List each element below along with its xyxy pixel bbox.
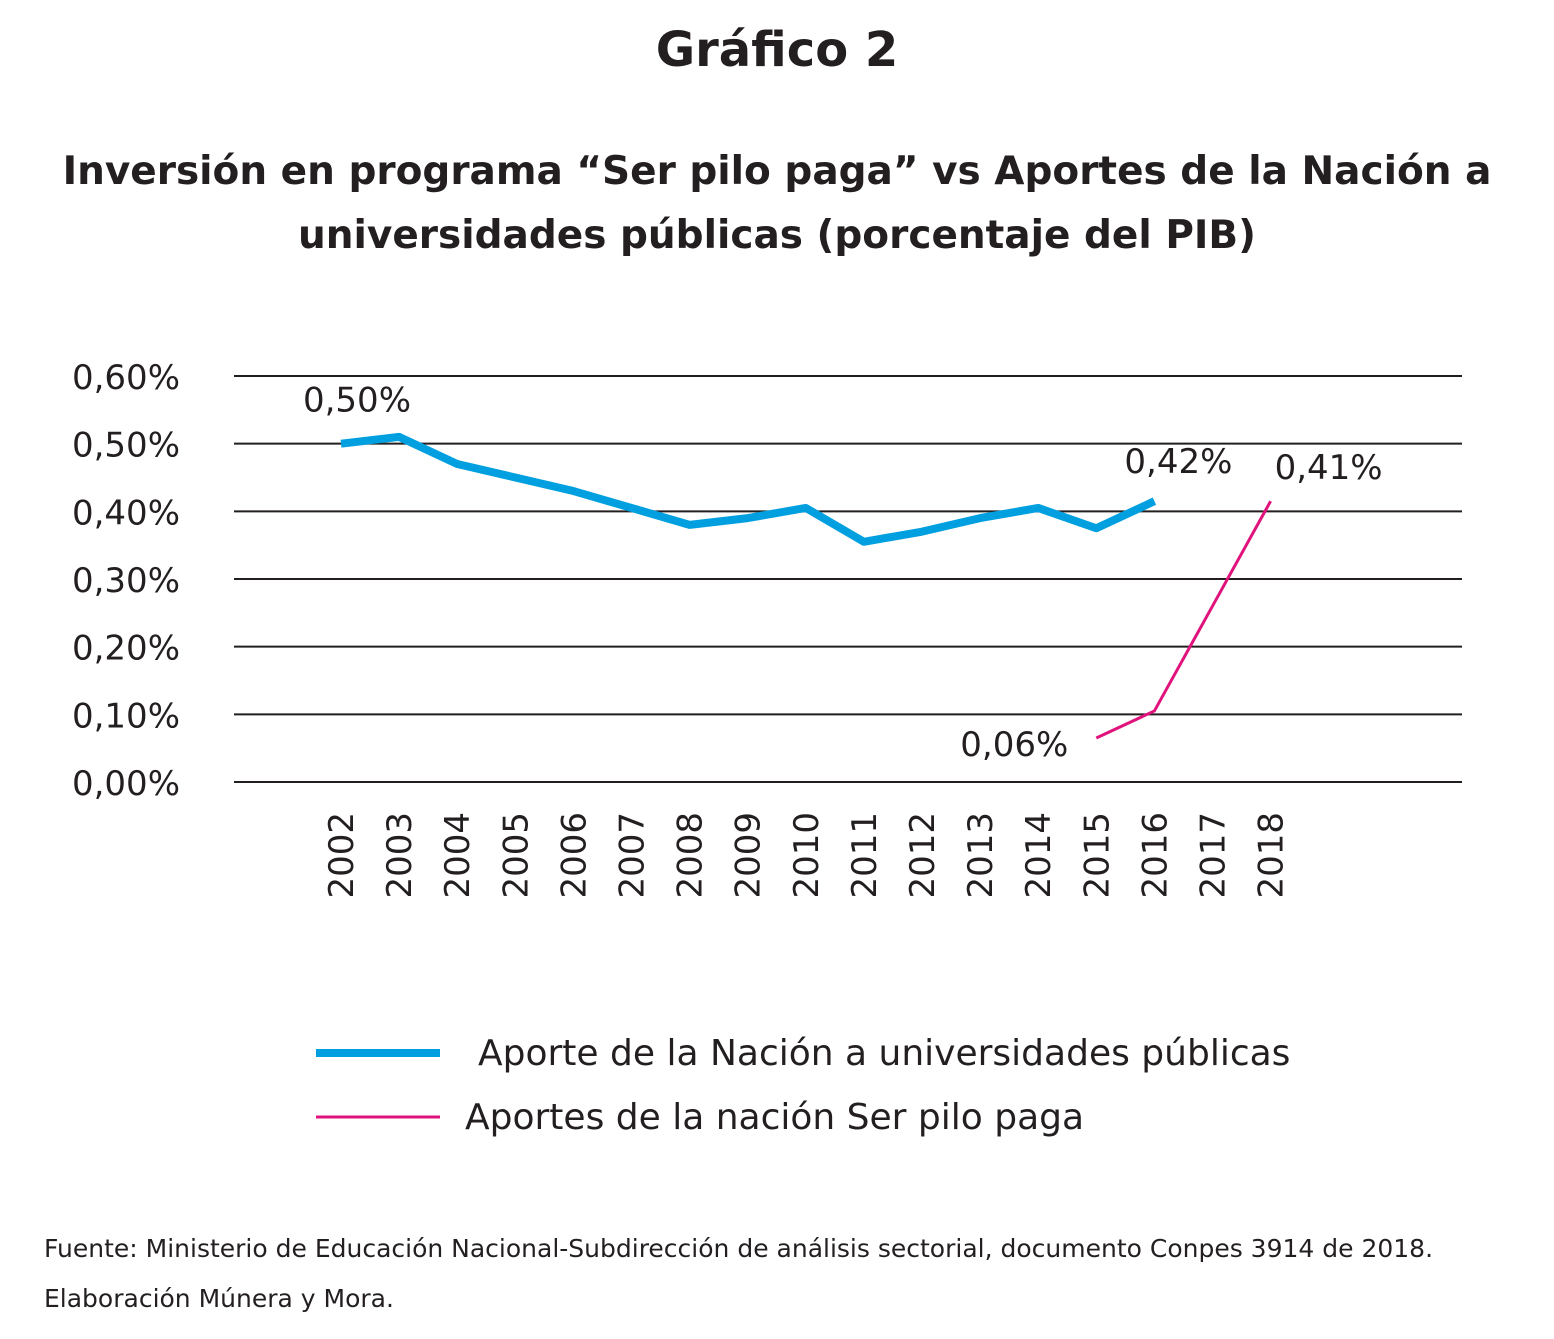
y-tick-label: 0,00%	[72, 764, 180, 804]
chart-title: Inversión en programa “Ser pilo paga” vs…	[0, 140, 1554, 268]
data-label: 0,50%	[303, 381, 411, 421]
x-tick-label: 2009	[729, 812, 769, 899]
series-line	[1095, 500, 1272, 740]
x-tick-label: 2014	[1019, 812, 1059, 899]
data-label: 0,41%	[1275, 448, 1383, 488]
x-tick-label: 2011	[845, 812, 885, 899]
data-label: 0,42%	[1124, 442, 1232, 482]
x-tick-label: 2003	[380, 812, 420, 899]
x-tick-label: 2017	[1194, 812, 1234, 899]
legend-label: Aporte de la Nación a universidades públ…	[478, 1033, 1290, 1074]
x-tick-label: 2013	[961, 812, 1001, 899]
y-tick-label: 0,40%	[72, 493, 180, 533]
series-lines	[340, 432, 1272, 740]
y-tick-label: 0,30%	[72, 561, 180, 601]
legend-label: Aportes de la nación Ser pilo paga	[465, 1097, 1084, 1138]
x-tick-label: 2012	[903, 812, 943, 899]
line-chart: 0,00% 0,10% 0,20% 0,30% 0,40% 0,50% 0,60% 2002…	[72, 358, 1462, 1138]
legend: Aporte de la Nación a universidades públ…	[316, 1033, 1290, 1138]
chart-title-line-2: universidades públicas (porcentaje del P…	[298, 213, 1256, 258]
x-tick-label: 2007	[613, 812, 653, 899]
y-axis-ticks: 0,00% 0,10% 0,20% 0,30% 0,40% 0,50% 0,60%	[72, 358, 180, 804]
x-tick-label: 2010	[787, 812, 827, 899]
y-tick-label: 0,60%	[72, 358, 180, 398]
x-tick-label: 2004	[438, 812, 478, 899]
data-label: 0,06%	[960, 725, 1068, 765]
x-tick-label: 2006	[554, 812, 594, 899]
chart-title-line-1: Inversión en programa “Ser pilo paga” vs…	[62, 149, 1492, 194]
x-tick-label: 2015	[1077, 812, 1117, 899]
x-tick-label: 2018	[1252, 812, 1292, 899]
x-tick-label: 2002	[322, 812, 362, 899]
series-line	[340, 432, 1157, 546]
source-note: Fuente: Ministerio de Educación Nacional…	[44, 1234, 1434, 1263]
figure-label: Gráfico 2	[655, 22, 899, 78]
x-tick-label: 2016	[1135, 812, 1175, 899]
y-tick-label: 0,10%	[72, 696, 180, 736]
x-tick-label: 2005	[496, 812, 536, 899]
author-note: Elaboración Múnera y Mora.	[44, 1284, 394, 1313]
y-tick-label: 0,20%	[72, 629, 180, 669]
y-tick-label: 0,50%	[72, 426, 180, 466]
gridlines	[234, 375, 1462, 783]
x-axis-ticks: 2002 2003 2004 2005 2006 2007 2008 2009 2010 2011…	[322, 812, 1292, 899]
x-tick-label: 2008	[671, 812, 711, 899]
data-labels: 0,50% 0,42% 0,06% 0,41%	[303, 381, 1383, 765]
